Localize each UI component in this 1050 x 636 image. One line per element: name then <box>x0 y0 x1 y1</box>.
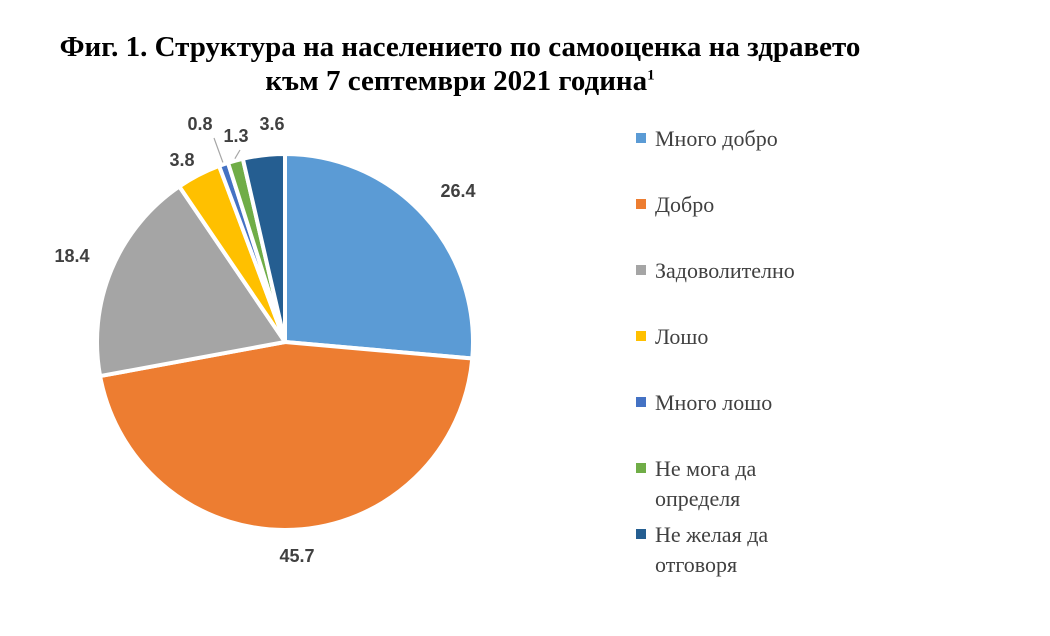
data-label-cannot-determine: 1.3 <box>223 126 248 146</box>
leader-lines <box>213 137 241 163</box>
legend-label-no-answer: Не желая да отговоря <box>655 522 769 577</box>
legend-item-satisfactory: Задоволително <box>636 256 825 286</box>
data-label-bad: 3.8 <box>169 150 194 170</box>
chart-title-line1: Фиг. 1. Структура на населението по само… <box>59 31 861 63</box>
chart-title-line2: към 7 септември 2021 година1 <box>20 64 900 98</box>
data-label-very-bad: 0.8 <box>187 114 212 134</box>
data-label-very-good: 26.4 <box>440 181 475 201</box>
legend-item-very-good: Много добро <box>636 124 825 154</box>
pie-chart: 26.4 45.7 18.4 3.8 0.8 1.3 3.6 <box>54 114 475 566</box>
chart-title: Фиг. 1. Структура на населението по само… <box>20 30 900 98</box>
data-label-no-answer: 3.6 <box>259 114 284 134</box>
leader-line-cannot-determine <box>234 149 241 160</box>
data-labels: 26.4 45.7 18.4 3.8 0.8 1.3 3.6 <box>54 114 475 566</box>
pie-slice-satisfactory <box>95 184 287 379</box>
legend-item-bad: Лошо <box>636 322 825 352</box>
pie-slices <box>95 152 475 532</box>
legend-item-cannot-determine: Не мога да определя <box>636 454 825 514</box>
legend-label-very-good: Много добро <box>655 126 778 151</box>
legend-label-good: Добро <box>655 192 715 217</box>
legend-swatch-bad <box>636 331 646 341</box>
legend-label-satisfactory: Задоволително <box>655 258 795 283</box>
legend-label-cannot-determine: Не мога да определя <box>655 456 757 511</box>
legend-item-very-bad: Много лошо <box>636 388 825 418</box>
legend-swatch-no-answer <box>636 529 646 539</box>
chart-title-line2-text: към 7 септември 2021 година <box>265 65 648 97</box>
legend-item-no-answer: Не желая да отговоря <box>636 520 825 580</box>
data-label-satisfactory: 18.4 <box>54 246 89 266</box>
leader-line-very-bad <box>213 137 224 163</box>
pie-slice-good <box>98 340 475 532</box>
legend-swatch-satisfactory <box>636 265 646 275</box>
legend-label-very-bad: Много лошо <box>655 390 773 415</box>
pie-slice-no-answer <box>240 152 287 344</box>
legend-swatch-cannot-determine <box>636 463 646 473</box>
pie-slice-very-good <box>283 152 475 361</box>
legend-item-good: Добро <box>636 190 825 220</box>
legend-label-bad: Лошо <box>655 324 709 349</box>
data-label-good: 45.7 <box>279 546 314 566</box>
legend-swatch-very-bad <box>636 397 646 407</box>
legend-swatch-very-good <box>636 133 646 143</box>
title-footnote-marker: 1 <box>647 67 655 84</box>
legend-swatch-good <box>636 199 646 209</box>
